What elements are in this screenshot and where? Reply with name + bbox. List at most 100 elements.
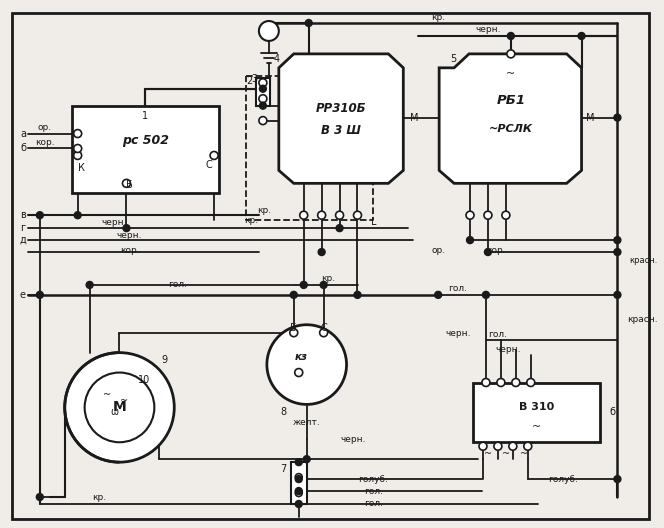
Text: С: С bbox=[320, 323, 327, 333]
Text: кр.: кр. bbox=[431, 13, 446, 22]
Text: кз: кз bbox=[294, 352, 307, 362]
Circle shape bbox=[354, 291, 361, 298]
Text: б: б bbox=[610, 408, 616, 417]
Text: М: М bbox=[586, 112, 595, 122]
Circle shape bbox=[509, 442, 517, 450]
Text: ~: ~ bbox=[120, 397, 129, 407]
Polygon shape bbox=[439, 54, 582, 183]
Text: С: С bbox=[206, 161, 212, 171]
Text: 2: 2 bbox=[246, 76, 252, 86]
Text: черн.: черн. bbox=[446, 329, 471, 338]
Text: L: L bbox=[371, 217, 376, 227]
Circle shape bbox=[86, 281, 93, 288]
Text: Б: Б bbox=[126, 181, 133, 190]
Circle shape bbox=[74, 152, 82, 159]
Text: ~: ~ bbox=[484, 449, 492, 459]
Circle shape bbox=[507, 33, 515, 40]
Text: 10: 10 bbox=[138, 374, 151, 384]
Text: черн.: черн. bbox=[117, 231, 142, 240]
Text: черн.: черн. bbox=[475, 25, 501, 34]
Text: ~: ~ bbox=[506, 69, 515, 79]
Text: В 310: В 310 bbox=[519, 402, 554, 412]
Text: 5: 5 bbox=[450, 54, 456, 64]
Bar bbox=[256, 78, 270, 106]
Circle shape bbox=[295, 489, 302, 496]
Text: г: г bbox=[20, 223, 25, 233]
Circle shape bbox=[527, 379, 535, 386]
Circle shape bbox=[467, 237, 473, 243]
Text: 1: 1 bbox=[142, 111, 149, 120]
Circle shape bbox=[466, 211, 474, 219]
Text: ~РСЛК: ~РСЛК bbox=[489, 124, 533, 134]
Circle shape bbox=[295, 501, 302, 507]
Circle shape bbox=[435, 291, 442, 298]
Circle shape bbox=[614, 237, 621, 243]
Circle shape bbox=[512, 379, 520, 386]
Text: 4: 4 bbox=[274, 54, 280, 64]
Text: д: д bbox=[20, 235, 27, 245]
Polygon shape bbox=[279, 54, 403, 183]
Circle shape bbox=[267, 325, 347, 404]
Text: е: е bbox=[20, 290, 26, 300]
Circle shape bbox=[507, 50, 515, 58]
Text: голуб.: голуб. bbox=[548, 475, 578, 484]
Circle shape bbox=[64, 353, 174, 462]
Text: а: а bbox=[20, 128, 26, 138]
Text: М: М bbox=[113, 400, 126, 414]
Text: желт.: желт. bbox=[293, 418, 321, 427]
Circle shape bbox=[336, 225, 343, 232]
Circle shape bbox=[524, 442, 532, 450]
Circle shape bbox=[303, 456, 310, 463]
Circle shape bbox=[259, 117, 267, 125]
Circle shape bbox=[502, 211, 510, 219]
Text: РБ1: РБ1 bbox=[496, 94, 525, 107]
Text: 8: 8 bbox=[281, 408, 287, 417]
Circle shape bbox=[335, 211, 343, 219]
Circle shape bbox=[318, 249, 325, 256]
Circle shape bbox=[259, 21, 279, 41]
Text: голуб.: голуб. bbox=[359, 475, 388, 484]
Text: гол.: гол. bbox=[364, 486, 383, 496]
Circle shape bbox=[290, 291, 297, 298]
Bar bbox=[291, 462, 307, 504]
Text: ~: ~ bbox=[532, 422, 541, 432]
Circle shape bbox=[483, 291, 489, 298]
Circle shape bbox=[84, 373, 154, 442]
Circle shape bbox=[614, 249, 621, 256]
Circle shape bbox=[320, 281, 327, 288]
Text: ор.: ор. bbox=[38, 123, 52, 132]
Circle shape bbox=[614, 114, 621, 121]
Text: черн.: черн. bbox=[102, 218, 127, 227]
Text: красн.: красн. bbox=[629, 256, 658, 265]
Text: РР310Б: РР310Б bbox=[315, 102, 366, 115]
Circle shape bbox=[37, 291, 43, 298]
Circle shape bbox=[210, 152, 218, 159]
Text: ~: ~ bbox=[502, 449, 510, 459]
Circle shape bbox=[37, 494, 43, 501]
Text: рс 502: рс 502 bbox=[122, 134, 169, 147]
Text: Б: Б bbox=[290, 323, 297, 333]
Circle shape bbox=[74, 129, 82, 137]
Circle shape bbox=[295, 487, 302, 495]
Circle shape bbox=[260, 85, 266, 92]
Text: кор.: кор. bbox=[486, 246, 506, 254]
Text: ор.: ор. bbox=[431, 246, 446, 254]
Circle shape bbox=[259, 79, 267, 87]
Circle shape bbox=[482, 379, 490, 386]
Circle shape bbox=[37, 212, 43, 219]
Circle shape bbox=[295, 369, 303, 376]
Text: кр.: кр. bbox=[244, 215, 258, 225]
Circle shape bbox=[485, 249, 491, 256]
Circle shape bbox=[300, 281, 307, 288]
Circle shape bbox=[122, 180, 130, 187]
Text: ~: ~ bbox=[104, 390, 112, 400]
Bar bbox=[473, 382, 600, 442]
Circle shape bbox=[353, 211, 361, 219]
Text: М: М bbox=[410, 112, 418, 122]
Text: кор.: кор. bbox=[35, 138, 54, 147]
Circle shape bbox=[290, 329, 297, 337]
Circle shape bbox=[295, 476, 302, 483]
Text: кр.: кр. bbox=[321, 275, 336, 284]
Circle shape bbox=[74, 212, 81, 219]
Circle shape bbox=[74, 145, 82, 153]
